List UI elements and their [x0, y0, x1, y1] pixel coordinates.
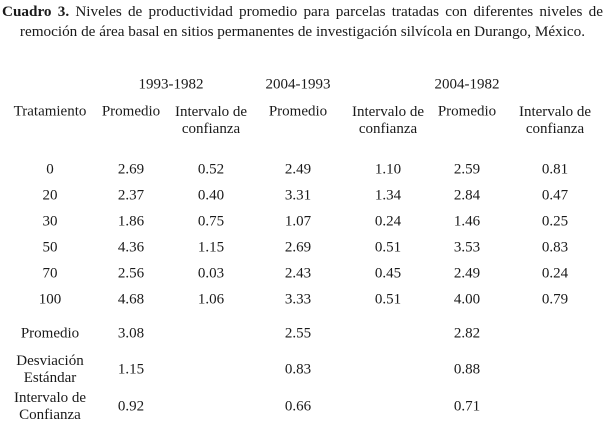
value-cell: 2.37 — [117, 187, 145, 204]
column-header: Intervalo de confianza — [174, 104, 248, 137]
period-header: 1993-1982 — [138, 76, 204, 93]
column-header: Promedio — [437, 103, 497, 120]
value-cell: 2.49 — [453, 265, 481, 282]
value-cell: 1.46 — [453, 213, 481, 230]
value-cell: 2.69 — [284, 239, 312, 256]
value-cell: 1.34 — [374, 187, 402, 204]
column-header: Promedio — [268, 103, 328, 120]
summary-value: 0.92 — [117, 398, 145, 415]
value-cell: 0.25 — [541, 213, 569, 230]
value-cell: 2.49 — [284, 161, 312, 178]
value-cell: 0.83 — [541, 239, 569, 256]
value-cell: 0.24 — [374, 213, 402, 230]
summary-value: 1.15 — [117, 361, 145, 378]
treatment-cell: 50 — [42, 239, 58, 256]
value-cell: 4.00 — [453, 291, 481, 308]
summary-label: Desviación Estándar — [16, 353, 84, 386]
value-cell: 0.45 — [374, 265, 402, 282]
value-cell: 0.51 — [374, 291, 402, 308]
value-cell: 0.51 — [374, 239, 402, 256]
summary-value: 3.08 — [117, 325, 145, 342]
column-header: Intervalo de confianza — [351, 104, 425, 137]
period-header: 2004-1993 — [265, 76, 331, 93]
value-cell: 2.84 — [453, 187, 481, 204]
value-cell: 2.69 — [117, 161, 145, 178]
value-cell: 0.75 — [197, 213, 225, 230]
value-cell: 1.06 — [197, 291, 225, 308]
summary-value: 0.66 — [284, 398, 312, 415]
value-cell: 3.31 — [284, 187, 312, 204]
period-header: 2004-1982 — [434, 76, 500, 93]
value-cell: 3.53 — [453, 239, 481, 256]
caption-label: Cuadro 3. — [2, 3, 70, 20]
value-cell: 0.03 — [197, 265, 225, 282]
value-cell: 0.81 — [541, 161, 569, 178]
treatment-cell: 100 — [38, 291, 62, 308]
value-cell: 2.59 — [453, 161, 481, 178]
value-cell: 4.68 — [117, 291, 145, 308]
value-cell: 2.43 — [284, 265, 312, 282]
summary-value: 2.82 — [453, 325, 481, 342]
value-cell: 2.56 — [117, 265, 145, 282]
summary-label: Promedio — [20, 325, 80, 342]
summary-label: Intervalo de Confianza — [13, 390, 87, 423]
treatment-cell: 70 — [42, 265, 58, 282]
value-cell: 3.33 — [284, 291, 312, 308]
value-cell: 0.47 — [541, 187, 569, 204]
summary-value: 0.88 — [453, 361, 481, 378]
value-cell: 0.40 — [197, 187, 225, 204]
summary-value: 0.83 — [284, 361, 312, 378]
value-cell: 4.36 — [117, 239, 145, 256]
treatment-cell: 20 — [42, 187, 58, 204]
value-cell: 1.86 — [117, 213, 145, 230]
value-cell: 0.79 — [541, 291, 569, 308]
column-header: Promedio — [101, 103, 161, 120]
treatment-cell: 0 — [46, 161, 54, 178]
column-header: Tratamiento — [13, 103, 87, 120]
caption-text: Niveles de productividad promedio para p… — [19, 3, 603, 40]
value-cell: 1.07 — [284, 213, 312, 230]
value-cell: 0.52 — [197, 161, 225, 178]
value-cell: 1.15 — [197, 239, 225, 256]
value-cell: 0.24 — [541, 265, 569, 282]
summary-value: 0.71 — [453, 398, 481, 415]
summary-value: 2.55 — [284, 325, 312, 342]
value-cell: 1.10 — [374, 161, 402, 178]
treatment-cell: 30 — [42, 213, 58, 230]
table-caption: Cuadro 3. Niveles de productividad prome… — [2, 2, 603, 41]
column-header: Intervalo de confianza — [518, 104, 592, 137]
